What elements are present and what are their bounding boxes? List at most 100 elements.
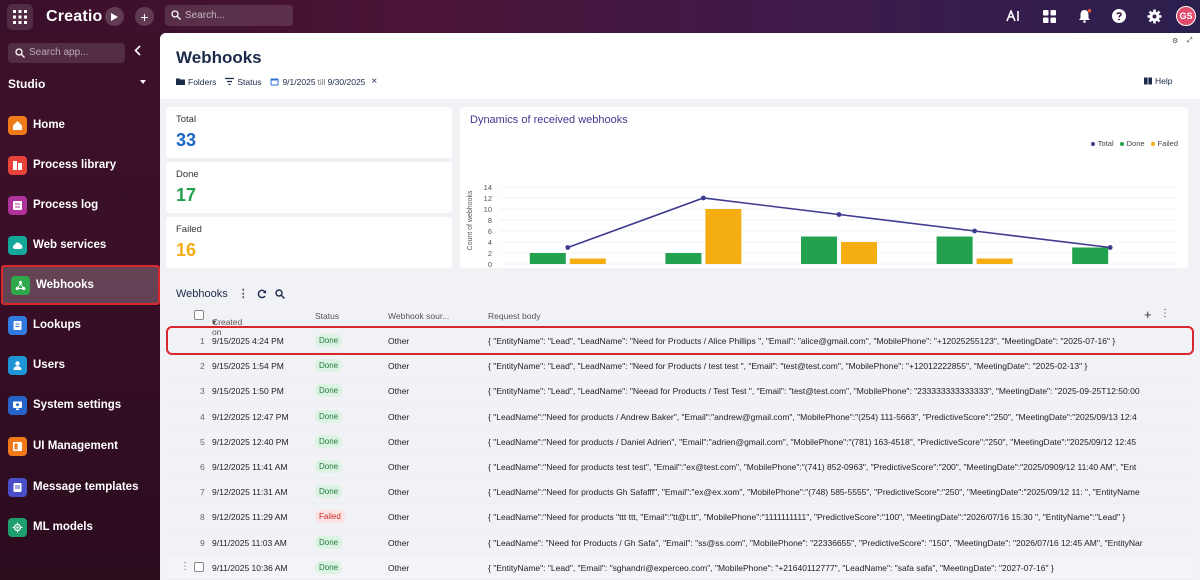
column-webhook-source[interactable]: Webhook sour...: [388, 311, 450, 321]
sidebar-item-process-library[interactable]: Process library: [0, 145, 160, 185]
sidebar-item-ml-models[interactable]: ML models: [0, 507, 160, 547]
sidebar-item-label: Users: [33, 359, 65, 371]
help-link[interactable]: Help: [1144, 76, 1172, 86]
y-tick-label: 6: [488, 227, 492, 236]
created-on-cell: 9/11/2025 11:03 AM: [212, 537, 287, 548]
sidebar-item-home[interactable]: Home: [0, 105, 160, 145]
table-row[interactable]: 1 9/15/2025 4:24 PM Done Other { "EntityN…: [166, 326, 1194, 355]
status-badge: Done: [315, 434, 343, 448]
table-row[interactable]: 7 9/12/2025 11:31 AM Done Other { "LeadNa…: [168, 479, 1192, 505]
table-row[interactable]: 5 9/12/2025 12:40 PM Done Other { "LeadNa…: [168, 429, 1192, 454]
workspace-selector[interactable]: Studio: [8, 77, 148, 91]
created-on-cell: 9/15/2025 4:24 PM: [212, 336, 284, 346]
created-on-cell: 9/12/2025 11:31 AM: [212, 487, 288, 498]
sidebar-item-system-settings[interactable]: System settings: [0, 385, 160, 425]
status-filter[interactable]: Status: [225, 77, 261, 87]
row-number: 9: [200, 537, 205, 548]
filter-lines-icon: [225, 77, 235, 86]
webhook-source-cell: Other: [388, 537, 410, 548]
date-till-label: till: [317, 76, 326, 87]
question-icon: [1112, 9, 1126, 23]
column-status[interactable]: Status: [315, 311, 340, 321]
row-checkbox[interactable]: [194, 561, 204, 572]
user-avatar[interactable]: GS: [1176, 6, 1196, 26]
grid-more-button[interactable]: ⋮: [237, 288, 249, 300]
table-row[interactable]: 8 9/12/2025 11:29 AM Failed Other { "Lead…: [168, 504, 1192, 530]
date-range-filter[interactable]: 9/1/2025 till 9/30/2025 ×: [270, 76, 377, 87]
table-row[interactable]: 4 9/12/2025 12:47 PM Done Other { "LeadNa…: [168, 404, 1192, 429]
main-content: Webhooks ⚙ ⤢ Folders Status 9/1/2025 til…: [160, 33, 1200, 580]
table-row[interactable]: 9 9/11/2025 11:03 AM Done Other { "LeadNa…: [168, 530, 1192, 555]
chart-legend: Total Done Failed: [1085, 139, 1178, 148]
run-process-button[interactable]: [105, 7, 124, 26]
status-badge: Done: [315, 384, 343, 398]
status-badge: Done: [315, 535, 343, 549]
sidebar-item-webhooks[interactable]: Webhooks: [1, 265, 160, 305]
created-on-cell: 9/11/2025 10:36 AM: [212, 562, 288, 573]
sidebar-item-message-templates[interactable]: Message templates: [0, 467, 160, 507]
sidebar-item-ui-management[interactable]: UI Management: [0, 426, 160, 466]
row-drag-handle[interactable]: ⋮: [180, 560, 190, 572]
chevron-down-icon: [140, 80, 146, 84]
global-search-input[interactable]: Search...: [165, 5, 293, 26]
settings-button[interactable]: [1146, 7, 1162, 25]
search-icon[interactable]: [275, 288, 285, 299]
cloud-icon: [8, 235, 27, 255]
select-all-checkbox[interactable]: [194, 310, 204, 320]
bar-failed: [976, 258, 1013, 264]
search-icon: [171, 10, 181, 20]
add-button[interactable]: +: [135, 7, 154, 26]
status-badge: Failed: [315, 510, 345, 524]
total-point: [972, 228, 977, 234]
grid-header-row: Created on ▾ Status Webhook sour... Requ…: [168, 305, 1192, 337]
sidebar-item-lookups[interactable]: Lookups: [0, 305, 160, 345]
sidebar-item-process-log[interactable]: Process log: [0, 185, 160, 225]
add-column-button[interactable]: +: [1144, 307, 1152, 322]
maximize-icon[interactable]: ⤢: [1187, 37, 1193, 44]
plus-icon: +: [140, 8, 149, 25]
sidebar-item-web-services[interactable]: Web services: [0, 225, 160, 265]
notifications-button[interactable]: [1076, 7, 1092, 25]
table-row[interactable]: ⋮ 9/11/2025 10:36 AM Done Other { "Entit…: [168, 554, 1192, 580]
app-launcher-button[interactable]: [7, 4, 33, 30]
status-badge: Done: [315, 485, 343, 499]
created-on-cell: 9/15/2025 1:50 PM: [212, 386, 284, 397]
table-row[interactable]: 6 9/12/2025 11:41 AM Done Other { "LeadNa…: [168, 454, 1192, 479]
refresh-icon[interactable]: [257, 289, 267, 299]
lookups-icon: [8, 315, 27, 335]
legend-item-done[interactable]: Done: [1119, 139, 1145, 148]
system-settings-icon: [8, 395, 27, 415]
sidebar-item-label: System settings: [33, 399, 122, 411]
done-stat-card: Done 17: [166, 162, 452, 213]
created-on-cell: 9/15/2025 1:54 PM: [212, 361, 284, 372]
sidebar-item-label: Home: [33, 119, 65, 131]
failed-value: 16: [176, 240, 197, 260]
webhooks-chart-card: Dynamics of received webhooks Total Done…: [460, 107, 1188, 268]
column-label: Created on: [212, 317, 243, 337]
settings-dot-icon[interactable]: ⚙: [1172, 38, 1179, 45]
ai-button[interactable]: [1005, 7, 1023, 25]
sidebar-item-users[interactable]: Users: [0, 345, 160, 385]
table-row[interactable]: 3 9/15/2025 1:50 PM Done Other { "EntityN…: [168, 378, 1192, 404]
bell-icon: [1078, 9, 1091, 23]
webhook-source-cell: Other: [388, 512, 410, 523]
apps-button[interactable]: [1041, 7, 1057, 25]
request-body-cell: { "LeadName":"Need for products / Daniel…: [488, 436, 1137, 447]
column-request-body[interactable]: Request body: [488, 311, 541, 321]
y-axis-label: Count of webhooks: [467, 190, 474, 250]
collapse-sidebar-button[interactable]: [134, 45, 141, 59]
app-search-input[interactable]: Search app...: [8, 43, 125, 63]
clear-date-filter-button[interactable]: ×: [371, 76, 378, 87]
total-point: [701, 195, 706, 201]
ui-management-icon: [8, 436, 27, 456]
legend-item-total[interactable]: Total: [1090, 139, 1114, 148]
webhook-source-cell: Other: [388, 336, 410, 346]
table-row[interactable]: 2 9/15/2025 1:54 PM Done Other { "EntityN…: [168, 353, 1192, 379]
y-tick-label: 4: [488, 238, 492, 247]
columns-more-button[interactable]: ⋮: [1160, 308, 1170, 319]
total-value: 33: [176, 130, 197, 150]
help-button[interactable]: [1111, 7, 1127, 25]
folders-filter[interactable]: Folders: [176, 77, 216, 87]
request-body-cell: { "EntityName": "Lead", "LeadName": "Nee…: [488, 361, 1088, 372]
legend-item-failed[interactable]: Failed: [1150, 139, 1178, 148]
